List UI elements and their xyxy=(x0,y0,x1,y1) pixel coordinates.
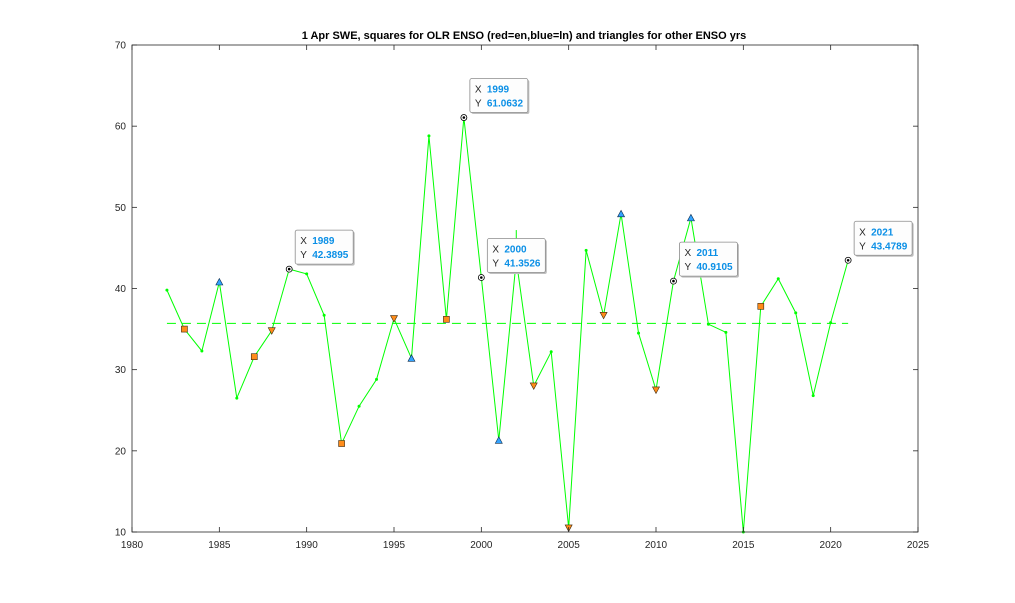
triangle-down-marker xyxy=(529,382,538,391)
data-point xyxy=(305,272,309,276)
datatip-y-key: Y xyxy=(684,262,691,273)
data-point xyxy=(549,350,553,354)
datatip-x-key: X xyxy=(492,245,499,256)
datatip-x-value: 1989 xyxy=(312,236,335,247)
data-point xyxy=(322,313,326,317)
data-point xyxy=(776,277,780,281)
datatip-anchor-dot xyxy=(462,116,466,119)
data-point xyxy=(165,288,169,292)
square-marker xyxy=(181,325,188,333)
datatip-layer: X 1989 Y 42.3895 X 1999 Y 61.0632 X 2000 Y 41.3526 X… xyxy=(285,78,914,285)
triangle-down-marker xyxy=(599,311,608,320)
datatip-y-key: Y xyxy=(859,241,866,252)
square-marker xyxy=(443,316,450,323)
data-point xyxy=(724,330,728,334)
y-tick-label: 70 xyxy=(115,41,127,52)
square-marker xyxy=(250,353,258,360)
y-tick-label: 50 xyxy=(115,203,127,214)
datatip-box xyxy=(294,229,354,265)
triangle-down-marker xyxy=(389,315,399,323)
triangle-up-marker xyxy=(686,213,695,222)
datatip-y-value: 43.4789 xyxy=(871,241,908,252)
x-tick-label: 1990 xyxy=(296,540,319,551)
datatip-x-key: X xyxy=(475,85,482,96)
datatip-x-key: X xyxy=(859,227,866,238)
plot-area xyxy=(132,45,918,532)
datatip-y-value: 42.3895 xyxy=(312,250,349,261)
square-marker xyxy=(338,440,345,447)
datatip-y-value: 40.9105 xyxy=(696,262,733,273)
datatip-box xyxy=(486,238,546,273)
data-point xyxy=(427,134,431,138)
y-tick-label: 20 xyxy=(115,446,127,457)
chart-title: 1 Apr SWE, squares for OLR ENSO (red=en,… xyxy=(302,30,747,42)
datatip-box xyxy=(853,220,913,256)
triangle-up-marker xyxy=(494,436,503,444)
data-point xyxy=(829,321,833,325)
datatip-y-key: Y xyxy=(300,250,307,261)
data-point xyxy=(235,396,239,400)
datatip-x-value: 1999 xyxy=(487,85,510,96)
datatip-y-value: 61.0632 xyxy=(487,99,524,110)
datatip-anchor-dot xyxy=(846,258,850,262)
data-point xyxy=(200,349,204,353)
data-point xyxy=(584,248,588,252)
data-point xyxy=(357,404,361,408)
tick-layer: 1980 1985 1990 1995 2000 2005 2010 2015 2020 2025… xyxy=(115,41,930,552)
triangle-down-marker xyxy=(267,327,276,335)
x-tick-label: 2010 xyxy=(645,540,668,551)
data-point xyxy=(811,394,815,398)
x-tick-label: 2015 xyxy=(732,540,755,551)
datatip-x-key: X xyxy=(684,248,691,259)
datatip-box xyxy=(469,78,529,113)
triangle-up-marker xyxy=(407,354,416,362)
datatip-x-value: 2011 xyxy=(696,248,718,259)
y-tick-label: 40 xyxy=(115,284,127,295)
y-tick-label: 30 xyxy=(115,365,127,376)
square-marker xyxy=(757,303,765,310)
data-point xyxy=(706,322,710,326)
x-tick-label: 1985 xyxy=(208,540,231,551)
y-tick-label: 60 xyxy=(115,122,127,133)
datatip-y-key: Y xyxy=(492,259,499,270)
datatip-anchor-dot xyxy=(480,276,483,279)
datatip-y-key: Y xyxy=(475,99,482,110)
x-tick-label: 2020 xyxy=(820,540,843,551)
datatip-x-key: X xyxy=(300,236,307,247)
triangle-up-marker xyxy=(215,277,224,286)
data-point xyxy=(794,311,798,315)
datatip-anchor-dot xyxy=(672,279,675,283)
datatip-x-value: 2021 xyxy=(871,227,894,238)
x-tick-label: 1980 xyxy=(121,540,144,551)
triangle-up-marker xyxy=(617,209,626,218)
x-tick-label: 2025 xyxy=(907,540,930,551)
datatip-y-value: 41.3526 xyxy=(504,259,541,270)
x-tick-label: 2000 xyxy=(470,540,493,551)
datatip-box xyxy=(679,241,738,277)
data-point xyxy=(375,377,379,381)
x-tick-label: 2005 xyxy=(558,540,581,551)
x-tick-label: 1995 xyxy=(383,540,406,551)
triangle-down-marker xyxy=(651,386,661,395)
datatip-anchor-dot xyxy=(287,267,291,271)
y-tick-label: 10 xyxy=(115,528,127,539)
series-line xyxy=(166,117,849,533)
datatip-x-value: 2000 xyxy=(504,245,527,256)
data-point xyxy=(637,331,641,335)
